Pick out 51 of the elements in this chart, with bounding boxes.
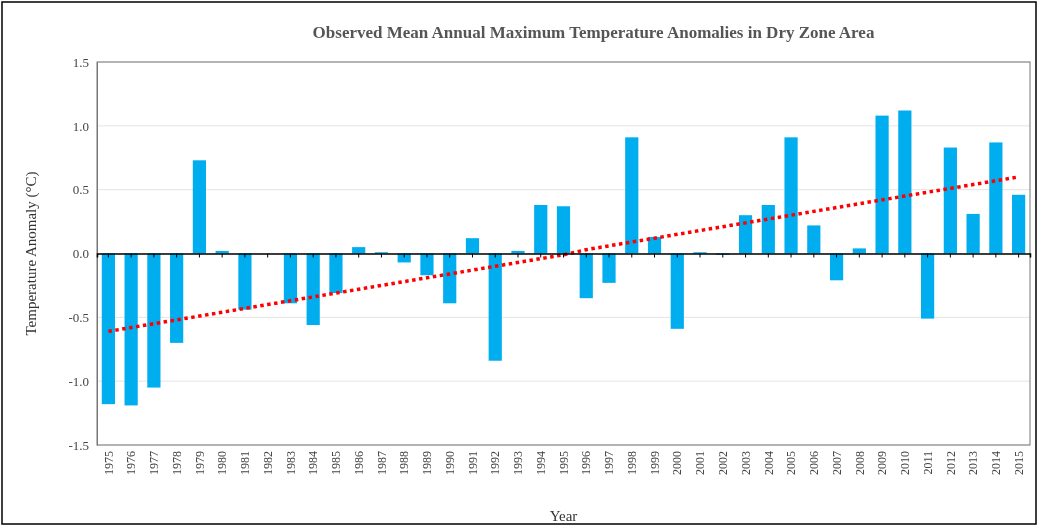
x-tick-label: 2013	[966, 451, 981, 475]
x-tick-label: 1977	[147, 451, 162, 475]
x-tick-label: 1980	[215, 451, 230, 475]
y-tick-label: -0.5	[68, 309, 89, 325]
x-tick-label: 2014	[989, 451, 1004, 475]
y-axis-title: Temperature Anomaly (°C)	[23, 171, 40, 336]
x-tick-label: 1981	[238, 451, 253, 475]
x-tick-label: 1975	[101, 451, 116, 475]
y-tick-label: 0.0	[72, 246, 89, 262]
x-tick-label: 1997	[602, 451, 617, 475]
x-tick-label: 1984	[306, 451, 321, 475]
x-tick-label: 2001	[693, 451, 708, 475]
x-tick-label: 1993	[511, 451, 526, 475]
y-tick-label: 0.5	[72, 182, 89, 198]
x-axis-title: Year	[549, 508, 578, 524]
x-tick-label: 2010	[898, 451, 913, 475]
x-tick-label: 1985	[329, 451, 344, 475]
y-tick-label: -1.5	[68, 437, 89, 453]
x-tick-label: 2015	[1011, 451, 1026, 475]
x-tick-label: 2000	[670, 451, 685, 475]
x-tick-label: 2011	[920, 451, 935, 475]
x-tick-label: 2005	[784, 451, 799, 475]
x-tick-label: 2009	[875, 451, 890, 475]
x-tick-label: 1978	[169, 451, 184, 475]
x-tick-label: 1989	[420, 451, 435, 475]
x-tick-label: 2007	[829, 451, 844, 475]
x-tick-label: 2006	[807, 451, 822, 475]
y-tick-label: 1.5	[72, 54, 89, 70]
x-tick-label: 2008	[852, 451, 867, 475]
x-tick-label: 1988	[397, 451, 412, 475]
x-tick-label: 1998	[624, 451, 639, 475]
x-tick-label: 1976	[124, 451, 139, 475]
x-tick-label: 2004	[761, 451, 776, 475]
x-tick-label: 2003	[738, 451, 753, 475]
x-tick-label: 2012	[943, 451, 958, 475]
x-tick-label: 1983	[283, 451, 298, 475]
y-tick-label: 1.0	[72, 118, 89, 134]
x-tick-label: 1986	[351, 451, 366, 475]
x-tick-label: 1982	[260, 451, 275, 475]
x-tick-label: 1994	[533, 451, 548, 475]
x-tick-label: 1995	[556, 451, 571, 475]
x-tick-label: 1987	[374, 451, 389, 475]
x-tick-label: 1979	[192, 451, 207, 475]
x-tick-label: 1996	[579, 451, 594, 475]
x-tick-label: 1991	[465, 451, 480, 475]
chart-title: Observed Mean Annual Maximum Temperature Anomalies in Dry Zone Area	[312, 23, 875, 42]
x-tick-label: 1990	[442, 451, 457, 475]
x-tick-label: 2002	[715, 451, 730, 475]
x-tick-label: 1992	[488, 451, 503, 475]
y-tick-label: -1.0	[68, 373, 89, 389]
x-tick-label: 1999	[647, 451, 662, 475]
